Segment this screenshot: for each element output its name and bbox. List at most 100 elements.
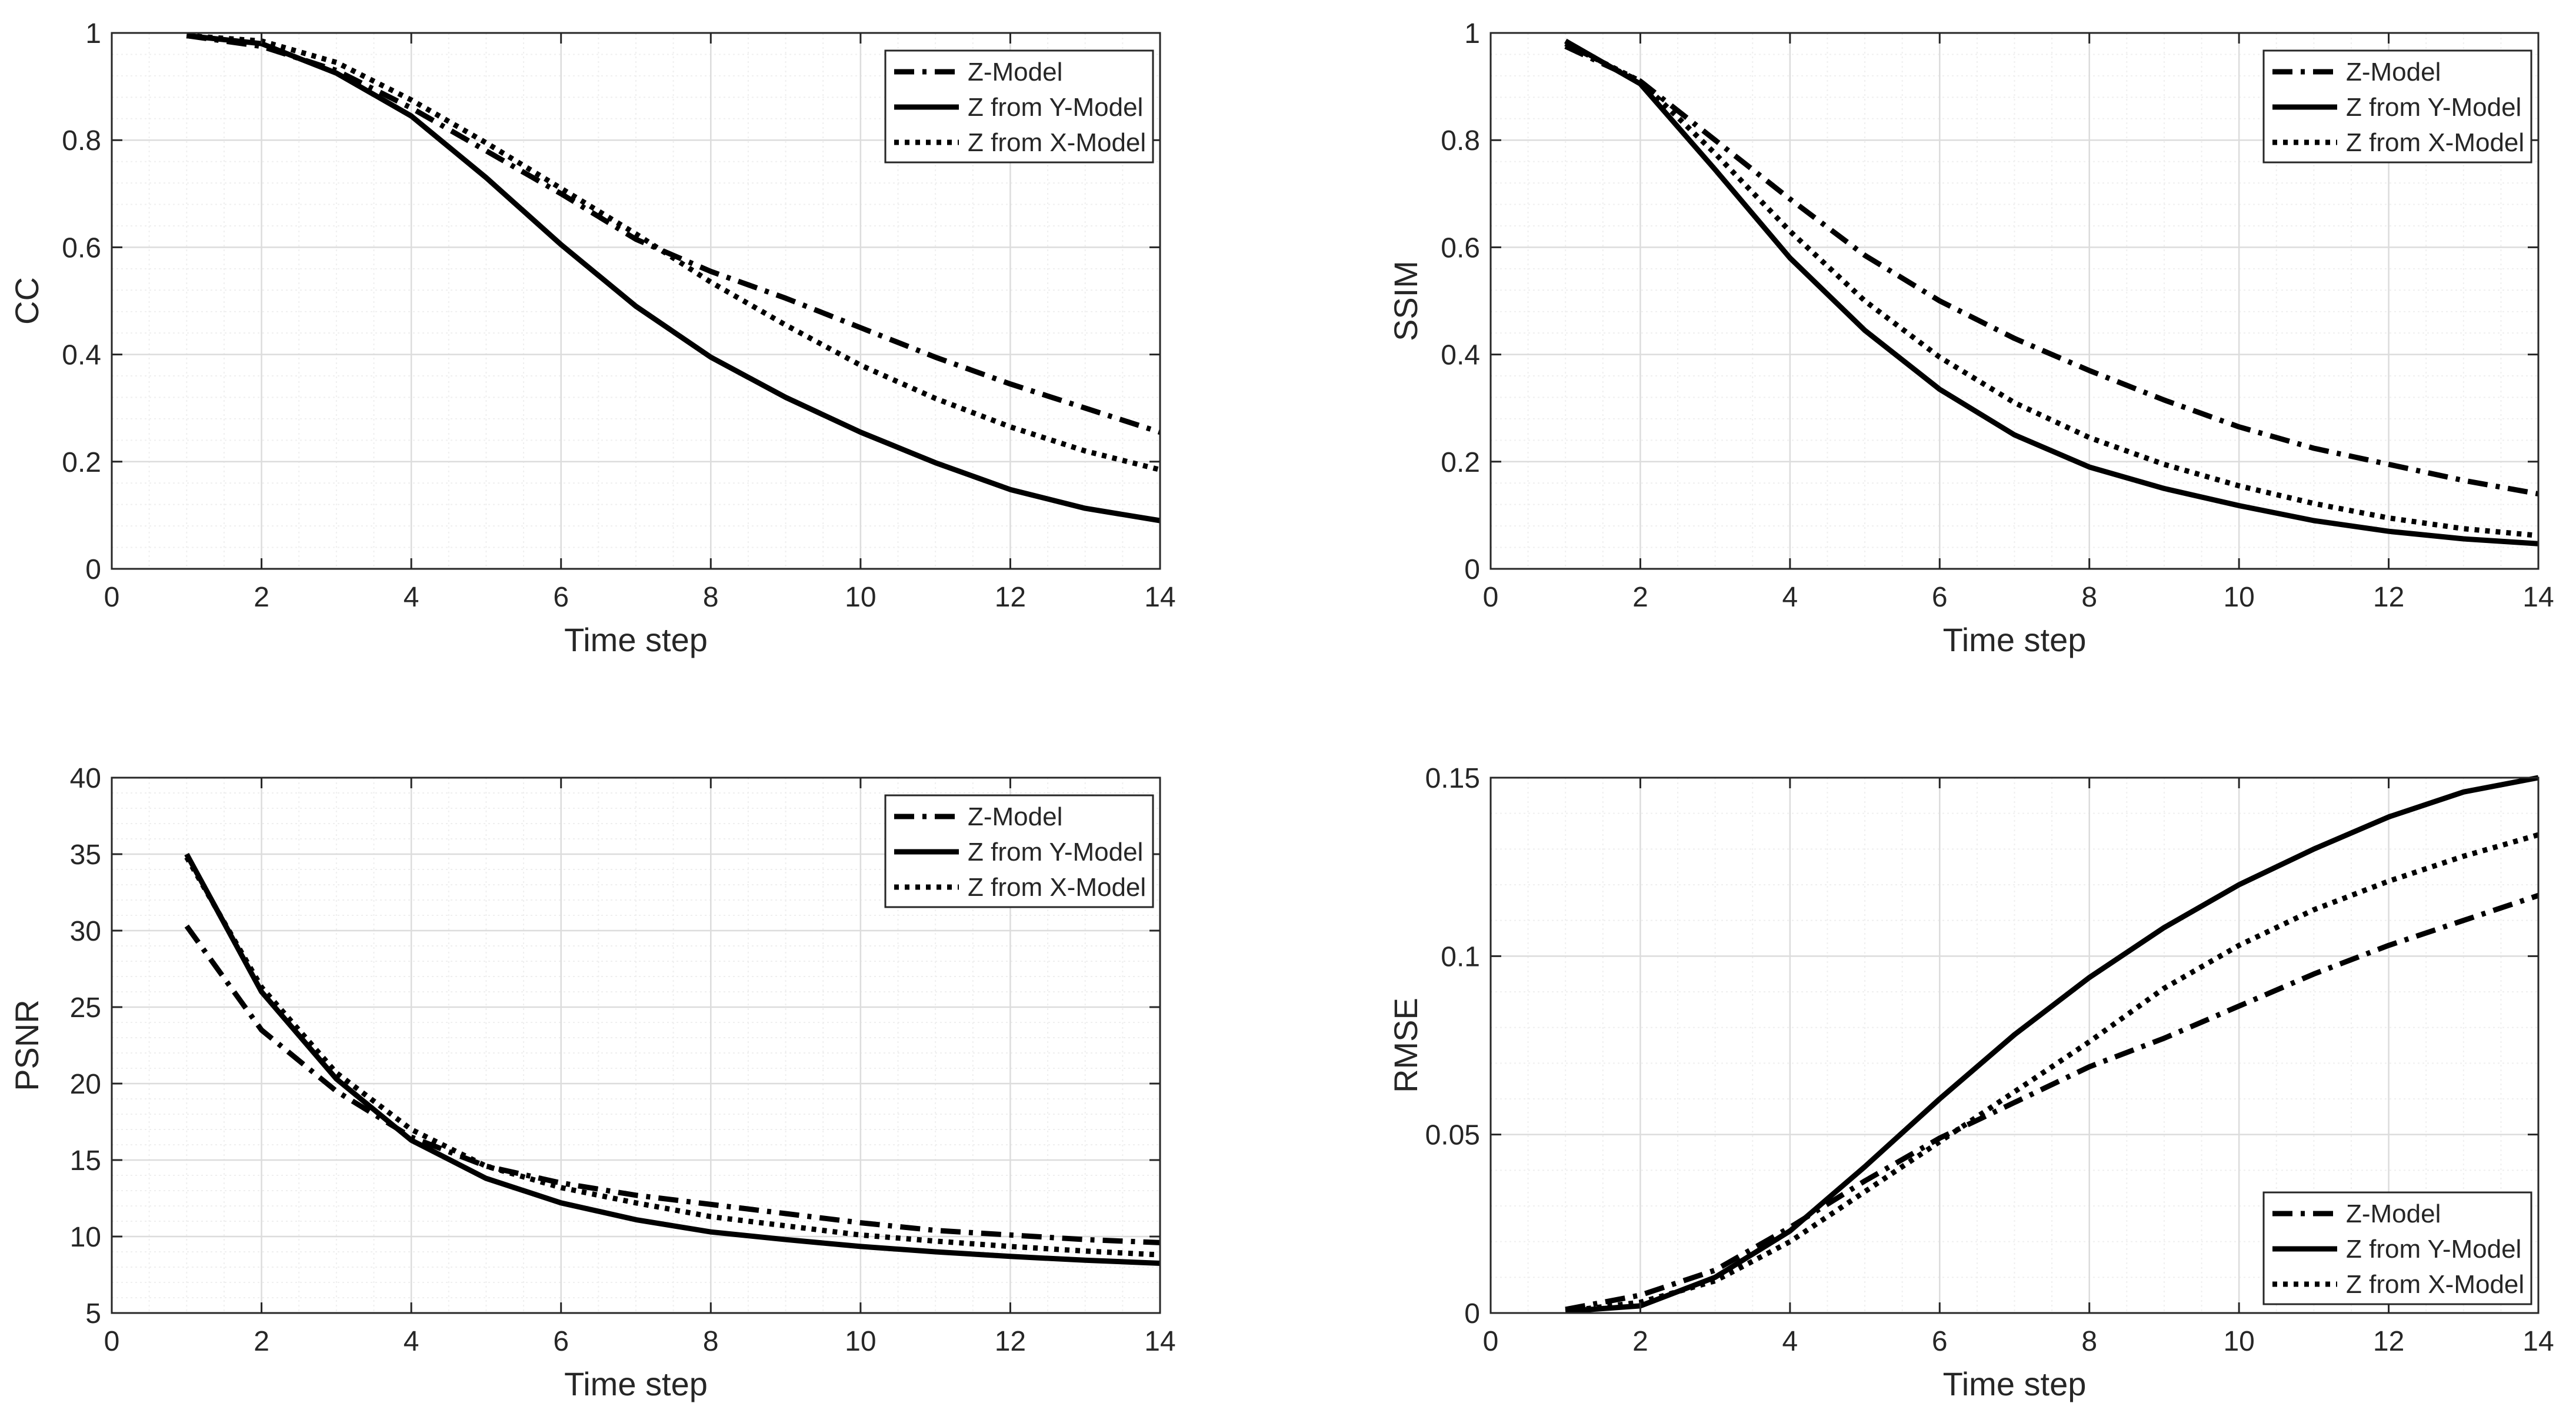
y-axis-label: SSIM <box>1387 261 1424 341</box>
y-tick-label: 0.6 <box>62 232 101 264</box>
x-tick-label: 0 <box>1483 1326 1499 1357</box>
series-line-1 <box>1565 892 2540 1312</box>
series-line-2 <box>184 852 1161 1266</box>
legend-label: Z-Model <box>2346 1199 2441 1228</box>
x-tick-label: 0 <box>104 582 120 613</box>
x-tick-label: 6 <box>553 582 569 613</box>
series-line-2 <box>1564 38 2539 546</box>
series-line-3 <box>1565 832 2540 1314</box>
y-tick-label: 0.2 <box>62 447 101 478</box>
series-line-3 <box>184 855 1161 1258</box>
x-tick-label: 2 <box>254 1326 269 1357</box>
legend-label: Z-Model <box>968 802 1062 831</box>
series-line-3 <box>186 33 1161 472</box>
chart-ssim: 0 2 4 6 8 10 12 14 0 0.2 0.4 0.6 0.8 1 Time step SSIM Z-… <box>1387 18 2554 658</box>
x-tick-label: 4 <box>404 582 419 613</box>
series-line-3 <box>1564 41 2539 538</box>
y-tick-label: 0.6 <box>1441 232 1480 264</box>
legend: Z-Model Z from Y-Model Z from X-Model <box>2262 49 2532 164</box>
y-tick-label: 5 <box>85 1298 101 1329</box>
y-tick-label: 15 <box>70 1145 101 1177</box>
y-axis-label: RMSE <box>1387 998 1424 1093</box>
y-tick-label: 10 <box>70 1222 101 1253</box>
x-axis-label: Time step <box>1943 1365 2087 1402</box>
x-axis-label: Time step <box>1943 621 2087 658</box>
y-tick-label: 1 <box>1464 18 1480 49</box>
legend-label: Z from Y-Model <box>968 838 1143 867</box>
y-tick-label: 0 <box>1464 1298 1480 1329</box>
y-tick-label: 35 <box>70 839 101 871</box>
y-tick-label: 0 <box>85 554 101 585</box>
y-tick-label: 0.8 <box>62 125 101 156</box>
x-tick-label: 6 <box>553 1326 569 1357</box>
x-tick-label: 4 <box>1782 582 1798 613</box>
legend-label: Z from Y-Model <box>2346 1235 2521 1264</box>
x-tick-label: 14 <box>2522 1326 2554 1357</box>
x-tick-label: 0 <box>1483 582 1499 613</box>
axes-box <box>1489 777 2540 1314</box>
y-tick-label: 20 <box>70 1069 101 1100</box>
y-tick-label: 0.4 <box>1441 340 1480 371</box>
legend: Z-Model Z from Y-Model Z from X-Model <box>2262 1191 2532 1305</box>
x-tick-label: 14 <box>1144 1326 1175 1357</box>
x-tick-label: 8 <box>2081 582 2097 613</box>
x-tick-label: 10 <box>2223 1326 2254 1357</box>
legend-label: Z-Model <box>968 58 1062 86</box>
chart-rmse: 0 2 4 6 8 10 12 14 0 0.05 0.1 0.15 Time step RMSE Z-Mo… <box>1387 763 2554 1402</box>
y-tick-label: 0 <box>1464 554 1480 585</box>
axes-box <box>111 777 1161 1314</box>
legend-label: Z from X-Model <box>2346 1270 2524 1299</box>
y-tick-label: 40 <box>70 763 101 794</box>
legend: Z-Model Z from Y-Model Z from X-Model <box>884 794 1154 908</box>
x-tick-label: 6 <box>1932 582 1948 613</box>
legend-label: Z from Y-Model <box>968 93 1143 122</box>
series-line-2 <box>1565 775 2539 1314</box>
legend-label: Z from X-Model <box>968 128 1146 157</box>
y-tick-label: 30 <box>70 916 101 947</box>
x-tick-label: 6 <box>1932 1326 1948 1357</box>
legend: Z-Model Z from Y-Model Z from X-Model <box>884 49 1154 164</box>
y-axis-label: PSNR <box>8 999 45 1091</box>
x-tick-label: 8 <box>703 1326 719 1357</box>
x-tick-label: 2 <box>1632 1326 1648 1357</box>
x-tick-label: 10 <box>2223 582 2254 613</box>
x-tick-label: 2 <box>1632 582 1648 613</box>
x-tick-label: 14 <box>2522 582 2554 613</box>
series-line-2 <box>186 33 1161 524</box>
x-tick-label: 10 <box>845 582 876 613</box>
y-axis-label: CC <box>8 277 45 325</box>
legend-label: Z-Model <box>2346 58 2441 86</box>
y-tick-label: 25 <box>70 992 101 1024</box>
y-tick-label: 0.2 <box>1441 447 1480 478</box>
x-tick-label: 12 <box>2373 1326 2404 1357</box>
x-axis-label: Time step <box>564 1365 708 1402</box>
axes-box <box>1489 32 2540 570</box>
x-tick-label: 4 <box>1782 1326 1798 1357</box>
x-tick-label: 12 <box>2373 582 2404 613</box>
x-tick-label: 12 <box>995 1326 1026 1357</box>
y-tick-label: 0.4 <box>62 340 101 371</box>
y-tick-label: 0.15 <box>1425 763 1480 794</box>
legend-label: Z from X-Model <box>2346 128 2524 157</box>
x-tick-label: 12 <box>995 582 1026 613</box>
y-tick-label: 0.05 <box>1425 1120 1480 1151</box>
chart-cc: 0 2 4 6 8 10 12 14 0 0.2 0.4 0.6 0.8 1 Time step CC Z-Mo… <box>8 18 1176 658</box>
series-line-1 <box>184 924 1161 1245</box>
y-tick-label: 1 <box>85 18 101 49</box>
x-tick-label: 14 <box>1144 582 1175 613</box>
x-tick-label: 8 <box>703 582 719 613</box>
y-tick-label: 0.8 <box>1441 125 1480 156</box>
chart-psnr: 0 2 4 6 8 10 12 14 5 10 15 20 25 30 35 40 Time step PSNR Z… <box>8 763 1176 1402</box>
x-tick-label: 10 <box>845 1326 876 1357</box>
legend-label: Z from Y-Model <box>2346 93 2521 122</box>
legend-label: Z from X-Model <box>968 873 1146 902</box>
x-axis-label: Time step <box>564 621 708 658</box>
y-tick-label: 0.1 <box>1441 941 1480 972</box>
series-line-1 <box>1564 44 2539 496</box>
x-tick-label: 8 <box>2081 1326 2097 1357</box>
axes-box <box>111 32 1161 570</box>
x-tick-label: 2 <box>254 582 269 613</box>
legend-box <box>884 794 1154 908</box>
x-tick-label: 4 <box>404 1326 419 1357</box>
